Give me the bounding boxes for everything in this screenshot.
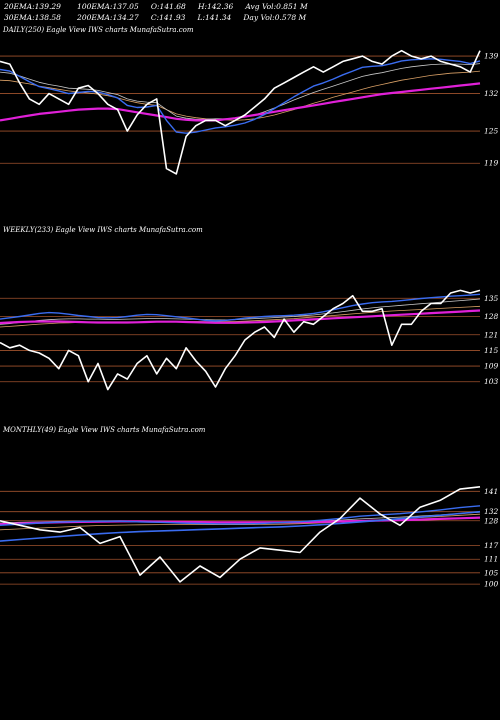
daily-ytick-3: 119 bbox=[484, 159, 499, 168]
monthly-price-line bbox=[0, 486, 481, 583]
weekly-ytick-4: 109 bbox=[484, 362, 499, 371]
daily-panel-label: DAILY(250) Eagle View IWS charts MunafaS… bbox=[3, 26, 194, 34]
weekly-ytick-2: 121 bbox=[484, 330, 498, 339]
ema100-value: 137.05 bbox=[112, 2, 139, 11]
monthly-ytick-6: 100 bbox=[484, 580, 499, 589]
monthly-ytick-4: 111 bbox=[484, 555, 498, 564]
ema20-label: 20EMA: bbox=[4, 2, 35, 11]
monthly-ytick-0: 141 bbox=[484, 487, 498, 496]
weekly-ytick-3: 115 bbox=[484, 346, 499, 355]
daily-ytick-2: 125 bbox=[484, 127, 499, 136]
header-row-2: 30EMA:138.58 200EMA:134.27 C:141.93 L:14… bbox=[4, 13, 306, 22]
high-value: 142.36 bbox=[207, 2, 234, 11]
weekly-ytick-1: 128 bbox=[484, 312, 499, 321]
daily-ema_other-line bbox=[0, 70, 481, 121]
monthly-ema_fast-line bbox=[0, 505, 481, 526]
weekly-panel-label: WEEKLY(233) Eagle View IWS charts Munafa… bbox=[3, 226, 203, 234]
daily-ytick-1: 132 bbox=[484, 89, 499, 98]
ema30-value: 138.58 bbox=[34, 13, 61, 22]
close-value: 141.93 bbox=[159, 13, 186, 22]
weekly-ema_slow-line bbox=[0, 309, 481, 325]
monthly-ytick-1: 132 bbox=[484, 507, 499, 516]
close-label: C: bbox=[150, 13, 160, 22]
monthly-ema_fast_long-line bbox=[0, 510, 481, 542]
daily-ytick-0: 139 bbox=[484, 52, 499, 61]
daily-price-line bbox=[0, 49, 481, 175]
day-vol-value: 0.578 M bbox=[274, 13, 307, 22]
monthly-ytick-3: 117 bbox=[484, 541, 499, 550]
monthly-ytick-5: 105 bbox=[484, 568, 499, 577]
ema200-value: 134.27 bbox=[112, 13, 139, 22]
low-label: L: bbox=[197, 13, 206, 22]
ema20-value: 139.29 bbox=[34, 2, 61, 11]
weekly-ema_fast-line bbox=[0, 293, 481, 322]
ema100-label: 100EMA: bbox=[77, 2, 113, 11]
weekly-ytick-0: 135 bbox=[484, 294, 499, 303]
high-label: H: bbox=[197, 2, 208, 11]
daily-ema_slow-line bbox=[0, 82, 481, 122]
monthly-panel-label: MONTHLY(49) Eagle View IWS charts Munafa… bbox=[3, 426, 206, 434]
avg-vol-label: Avg Vol: bbox=[245, 2, 277, 11]
ema30-label: 30EMA: bbox=[4, 13, 35, 22]
monthly-ytick-2: 128 bbox=[484, 516, 499, 525]
daily-ema_fast-line bbox=[0, 58, 481, 134]
open-label: O: bbox=[150, 2, 160, 11]
open-value: 141.68 bbox=[159, 2, 186, 11]
weekly-ytick-5: 103 bbox=[484, 377, 499, 386]
header-row-1: 20EMA:139.29 100EMA:137.05 O:141.68 H:14… bbox=[4, 2, 308, 11]
low-value: 141.34 bbox=[205, 13, 232, 22]
day-vol-label: Day Vol: bbox=[243, 13, 275, 22]
ema200-label: 200EMA: bbox=[77, 13, 113, 22]
avg-vol-value: 0.851 M bbox=[276, 2, 308, 11]
weekly-ema_mid-line bbox=[0, 298, 481, 325]
weekly-price-line bbox=[0, 289, 481, 391]
